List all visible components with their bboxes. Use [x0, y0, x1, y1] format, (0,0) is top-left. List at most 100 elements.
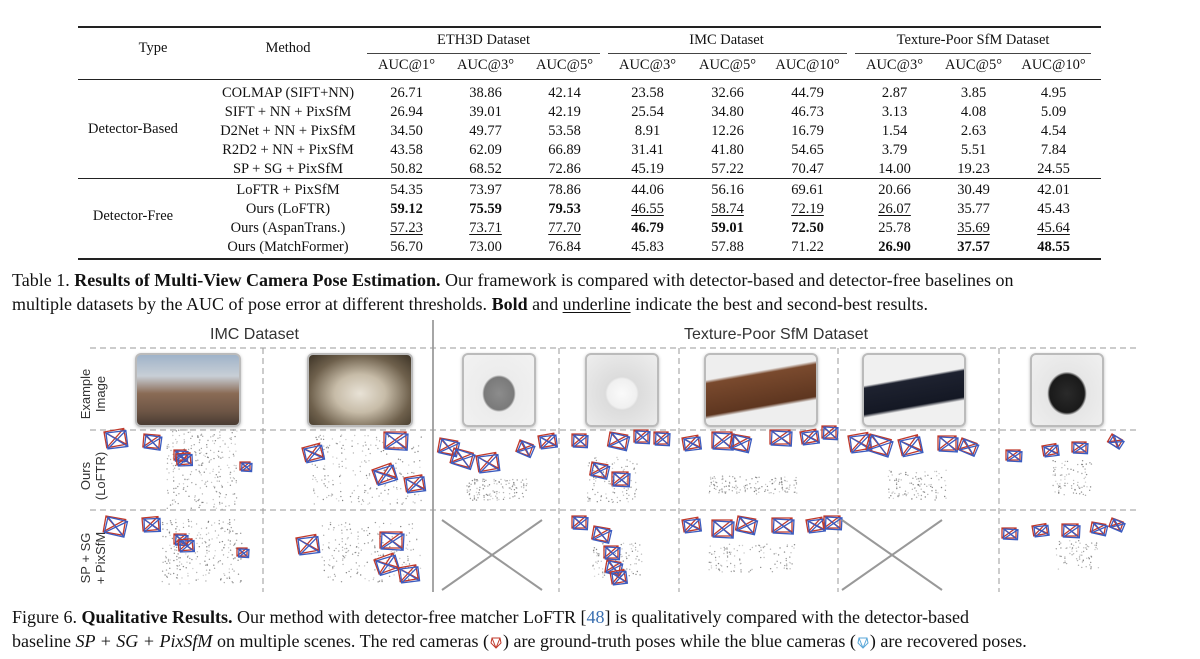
point-cloud-dot — [408, 563, 411, 565]
point-cloud-dot — [357, 497, 359, 500]
point-cloud-dot — [212, 440, 214, 442]
point-cloud-dot — [502, 487, 504, 489]
point-cloud-dot — [1055, 480, 1057, 482]
point-cloud-dot — [913, 487, 916, 490]
point-cloud-dot — [364, 578, 366, 580]
camera-frustum-icon — [634, 430, 651, 445]
point-cloud-dot — [195, 483, 197, 486]
point-cloud-dot — [393, 486, 395, 488]
point-cloud-dot — [343, 448, 346, 451]
point-cloud-dot — [231, 581, 233, 583]
point-cloud-dot — [393, 574, 395, 576]
point-cloud-dot — [172, 442, 174, 444]
point-cloud-dot — [353, 489, 355, 492]
point-cloud-dot — [625, 465, 627, 468]
camera-frustum-outline — [824, 516, 843, 531]
point-cloud-dot — [611, 501, 614, 504]
point-cloud-dot — [1059, 483, 1061, 485]
point-cloud-dot — [213, 442, 216, 445]
point-cloud-dot — [915, 496, 918, 498]
point-cloud-dot — [1065, 474, 1068, 476]
point-cloud-dot — [407, 472, 409, 475]
point-cloud-dot — [715, 559, 717, 561]
figure-caption-citation[interactable]: 48 — [586, 607, 605, 627]
point-cloud-dot — [593, 568, 595, 570]
point-cloud-dot — [233, 470, 235, 472]
point-cloud-dot — [918, 477, 920, 480]
point-cloud-dot — [358, 496, 360, 498]
point-cloud-dot — [760, 549, 762, 551]
point-cloud-dot — [214, 485, 216, 488]
point-cloud-dot — [595, 459, 598, 462]
point-cloud-dot — [505, 480, 507, 482]
point-cloud-dot — [173, 491, 175, 493]
table-cell: 73.71 — [469, 220, 502, 236]
point-cloud-dot — [419, 567, 422, 569]
point-cloud-dot — [389, 503, 391, 505]
point-cloud-dot — [1070, 485, 1073, 487]
point-cloud-dot — [378, 440, 381, 442]
point-cloud-dot — [638, 559, 640, 561]
point-cloud-dot — [762, 546, 765, 549]
point-cloud-dot — [218, 471, 220, 473]
point-cloud-dot — [381, 579, 383, 581]
point-cloud-dot — [900, 479, 902, 481]
point-cloud-dot — [219, 431, 221, 433]
point-cloud-dot — [220, 468, 222, 471]
point-cloud-dot — [724, 492, 727, 494]
camera-frustum-outline — [899, 436, 924, 458]
point-cloud-dot — [915, 472, 918, 474]
point-cloud-dot — [749, 483, 751, 485]
point-cloud-dot — [920, 483, 922, 485]
point-cloud-dot — [205, 542, 207, 544]
point-cloud-dot — [223, 581, 225, 584]
point-cloud-dot — [1085, 463, 1087, 465]
point-cloud-dot — [387, 489, 390, 491]
point-cloud-dot — [721, 476, 724, 478]
point-cloud-dot — [1084, 468, 1086, 470]
point-cloud-dot — [795, 482, 798, 484]
point-cloud-dot — [736, 492, 738, 495]
point-cloud-dot — [209, 543, 211, 546]
point-cloud-dot — [1095, 542, 1098, 544]
point-cloud-dot — [513, 489, 516, 491]
point-cloud-dot — [1081, 554, 1083, 556]
point-cloud-dot — [229, 473, 231, 475]
point-cloud-dot — [195, 469, 197, 471]
point-cloud-dot — [324, 468, 326, 470]
point-cloud-dot — [222, 456, 224, 458]
point-cloud-dot — [728, 543, 731, 545]
point-cloud-dot — [235, 533, 237, 535]
point-cloud-dot — [945, 484, 947, 487]
point-cloud-dot — [784, 490, 786, 492]
point-cloud-dot — [210, 436, 212, 438]
point-cloud-dot — [589, 479, 591, 481]
point-cloud-dot — [166, 575, 168, 577]
point-cloud-dot — [739, 489, 741, 491]
point-cloud-dot — [214, 440, 217, 442]
point-cloud-dot — [708, 561, 710, 563]
point-cloud-dot — [478, 489, 481, 491]
point-cloud-dot — [360, 574, 362, 576]
point-cloud-dot — [213, 567, 216, 569]
point-cloud-dot — [895, 483, 898, 486]
point-cloud-dot — [603, 574, 606, 576]
point-cloud-dot — [728, 489, 730, 491]
camera-frustum-icon — [683, 436, 703, 452]
point-cloud-dot — [386, 453, 388, 455]
point-cloud-dot — [1079, 542, 1081, 544]
point-cloud-dot — [323, 569, 325, 572]
point-cloud-dot — [388, 567, 390, 569]
point-cloud-dot — [162, 528, 164, 530]
table-cell: 3.13 — [881, 104, 908, 120]
figure-caption-line-2: baseline SP + SG + PixSfM on multiple sc… — [12, 629, 1027, 653]
point-cloud-dot — [1082, 559, 1084, 561]
camera-frustum-outline — [592, 526, 613, 545]
point-cloud-dot — [218, 496, 221, 498]
point-cloud-dot — [760, 556, 762, 559]
point-cloud-dot — [468, 490, 470, 492]
point-cloud-dot — [602, 576, 604, 578]
point-cloud-dot — [597, 553, 599, 556]
point-cloud-dot — [635, 573, 637, 576]
point-cloud-dot — [487, 499, 489, 501]
